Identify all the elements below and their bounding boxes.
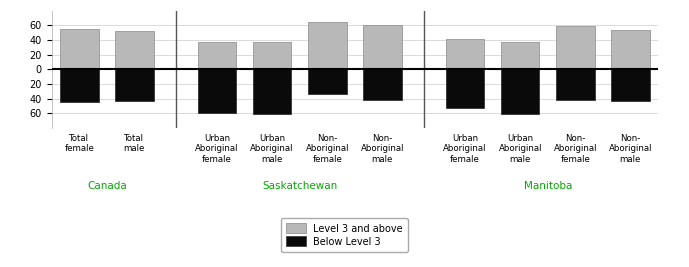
Bar <box>253 42 291 69</box>
Bar <box>115 30 154 69</box>
Bar <box>198 42 236 69</box>
Bar <box>556 69 595 100</box>
Bar <box>363 25 402 69</box>
Text: Non-
Aboriginal
male: Non- Aboriginal male <box>608 134 652 163</box>
Bar <box>308 69 347 94</box>
Text: Urban
Aboriginal
male: Urban Aboriginal male <box>498 134 542 163</box>
Bar <box>115 69 154 101</box>
Text: Non-
Aboriginal
male: Non- Aboriginal male <box>360 134 404 163</box>
Bar <box>501 69 539 114</box>
Text: Canada: Canada <box>87 181 127 191</box>
Text: Urban
Aboriginal
male: Urban Aboriginal male <box>250 134 294 163</box>
Bar <box>501 42 539 69</box>
Bar <box>556 26 595 69</box>
Text: Saskatchewan: Saskatchewan <box>262 181 338 191</box>
Text: Non-
Aboriginal
female: Non- Aboriginal female <box>553 134 597 163</box>
Bar <box>611 30 650 69</box>
Legend: Level 3 and above, Below Level 3: Level 3 and above, Below Level 3 <box>281 218 408 252</box>
Text: Total
female: Total female <box>64 134 94 153</box>
Bar <box>60 69 99 103</box>
Bar <box>611 69 650 101</box>
Text: Non-
Aboriginal
female: Non- Aboriginal female <box>305 134 349 163</box>
Bar <box>253 69 291 114</box>
Text: Manitoba: Manitoba <box>524 181 572 191</box>
Bar <box>60 29 99 69</box>
Text: Total
male: Total male <box>123 134 145 153</box>
Text: Urban
Aboriginal
female: Urban Aboriginal female <box>195 134 239 163</box>
Text: Urban
Aboriginal
female: Urban Aboriginal female <box>443 134 487 163</box>
Bar <box>446 69 484 108</box>
Bar <box>308 22 347 69</box>
Bar <box>198 69 236 113</box>
Bar <box>446 38 484 69</box>
Bar <box>363 69 402 100</box>
